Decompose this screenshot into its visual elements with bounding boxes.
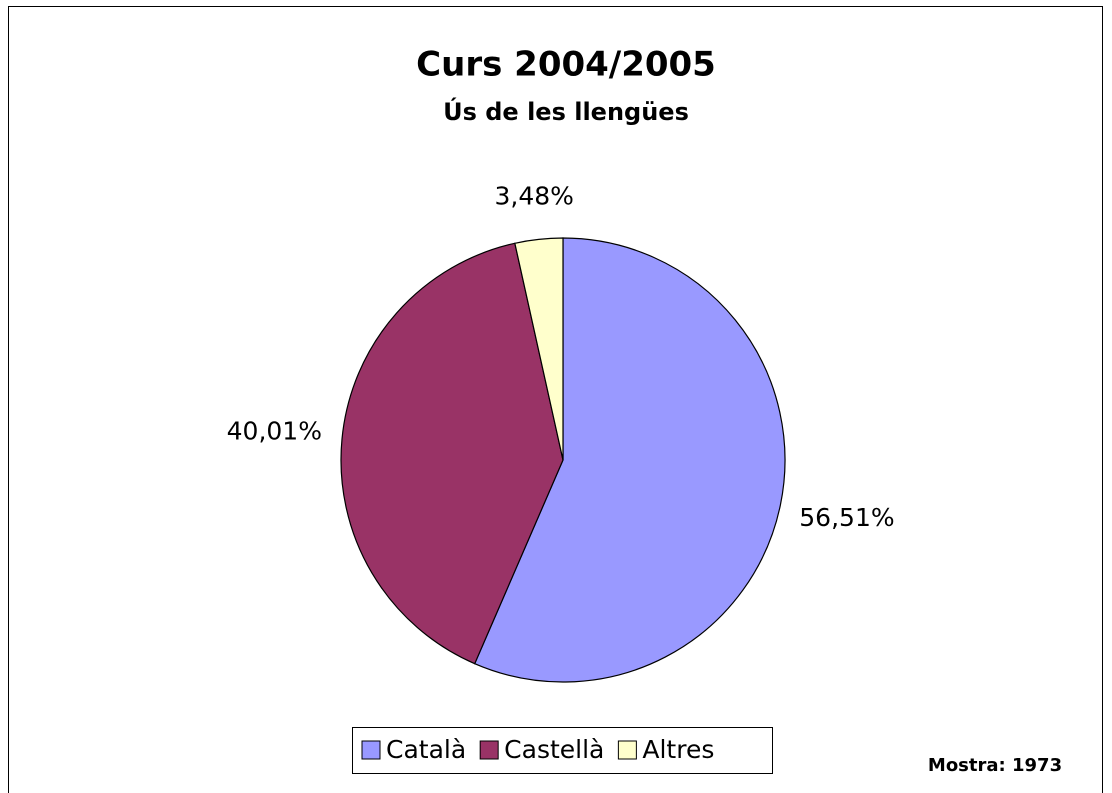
legend-swatch [361,740,381,760]
pie-slice [514,237,564,461]
legend-label: Castellà [504,735,604,764]
legend-swatch [479,740,499,760]
chart-title: Curs 2004/2005 [416,45,716,85]
legend-label: Català [386,735,466,764]
chart-subtitle: Ús de les llengües [443,96,689,126]
pie-slice [473,237,786,683]
value-label: 3,48% [494,182,573,211]
value-label: 40,01% [227,416,322,445]
value-label: 56,51% [799,503,894,532]
annotation: Mostra: 1973 [928,755,1062,776]
legend-label: Altres [642,735,714,764]
legend-swatch [617,740,637,760]
legend-box [352,727,773,774]
pie-slice [340,242,564,665]
